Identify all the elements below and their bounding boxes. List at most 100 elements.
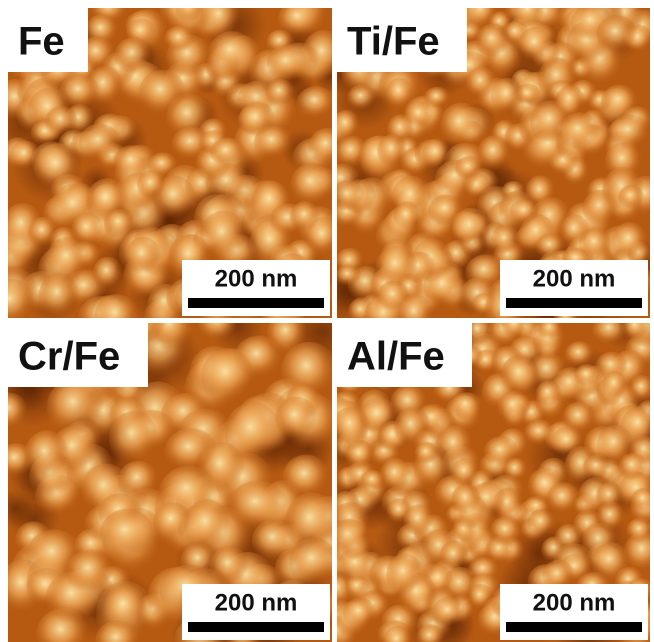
afm-grain: [476, 23, 511, 59]
afm-grain: [225, 402, 282, 464]
afm-grain: [267, 44, 309, 83]
afm-grain: [343, 598, 377, 629]
afm-grain: [597, 15, 638, 54]
afm-grain: [484, 436, 519, 469]
afm-grain: [164, 26, 196, 53]
afm-grain: [45, 106, 78, 137]
afm-grain: [24, 430, 69, 481]
afm-grain: [296, 86, 336, 120]
panel-label: Fe: [18, 20, 65, 64]
afm-grain: [451, 458, 479, 488]
afm-figure: Fe 200 nm Ti/Fe 200 nm Cr/Fe 200 nm Al/Fe 200 n…: [0, 0, 654, 642]
afm-grain: [291, 163, 334, 207]
afm-grain: [201, 348, 254, 406]
afm-grain: [440, 103, 482, 148]
afm-grain: [39, 273, 80, 320]
afm-grain: [332, 180, 366, 213]
scale-bar: [506, 622, 642, 632]
afm-grain: [501, 355, 539, 397]
afm-grain: [618, 185, 644, 210]
scale-label: 200 nm: [533, 589, 616, 616]
afm-grain: [380, 458, 412, 493]
afm-grain: [424, 87, 450, 109]
afm-grain: [455, 156, 482, 180]
afm-grain: [592, 315, 628, 347]
scale-bar: [188, 622, 324, 632]
afm-grain: [555, 85, 584, 116]
afm-grain: [547, 482, 581, 515]
afm-grain: [386, 78, 413, 109]
afm-grain: [275, 397, 317, 441]
afm-grain: [210, 138, 244, 166]
scale-bar: [188, 298, 324, 308]
afm-panel: Fe 200 nm: [0, 0, 348, 342]
afm-grain: [609, 115, 650, 151]
afm-grain: [290, 201, 321, 234]
afm-panel: Cr/Fe 200 nm: [0, 294, 361, 642]
afm-grain: [100, 509, 154, 560]
afm-grain: [596, 482, 623, 512]
afm-grain: [574, 364, 600, 387]
afm-grain: [376, 246, 419, 289]
afm-grain: [115, 37, 153, 75]
afm-grain: [451, 392, 483, 420]
afm-grain: [536, 380, 562, 408]
afm-grain: [184, 499, 231, 552]
afm-grain: [165, 428, 217, 474]
afm-panel: Al/Fe 200 nm: [316, 296, 654, 642]
afm-grain: [137, 170, 166, 200]
scale-label: 200 nm: [215, 265, 298, 292]
afm-grain: [360, 470, 386, 492]
afm-grain: [283, 455, 330, 501]
afm-grain: [477, 135, 511, 172]
afm-grain: [519, 27, 553, 64]
afm-grain: [432, 597, 466, 629]
afm-grain: [536, 233, 566, 259]
afm-grain: [497, 391, 531, 424]
afm-grain: [104, 209, 135, 239]
afm-grain: [104, 584, 147, 632]
afm-grain: [335, 265, 361, 287]
afm-grain: [377, 134, 408, 168]
afm-grain: [527, 509, 556, 537]
afm-grain: [28, 217, 58, 248]
afm-grain: [394, 407, 430, 448]
afm-grain: [267, 312, 307, 357]
afm-grain: [538, 317, 562, 341]
afm-grain: [468, 584, 493, 611]
afm-grain: [602, 371, 627, 399]
afm-grain: [491, 78, 524, 115]
afm-grain: [551, 427, 585, 457]
afm-grain: [597, 424, 634, 466]
afm-grain: [93, 257, 123, 291]
afm-grain: [71, 212, 104, 247]
afm-grain: [386, 554, 423, 596]
afm-grain: [125, 237, 161, 276]
afm-grain: [330, 519, 370, 555]
scale-label: 200 nm: [533, 265, 616, 292]
scale-label: 200 nm: [215, 589, 298, 616]
afm-grain: [66, 550, 114, 594]
afm-grain: [510, 199, 540, 225]
afm-grain: [565, 341, 595, 368]
afm-grain: [560, 214, 590, 248]
panel-label: Ti/Fe: [347, 20, 440, 64]
afm-grain: [332, 407, 371, 446]
afm-grain: [79, 123, 121, 163]
afm-grain: [451, 484, 481, 516]
afm-grain: [289, 538, 338, 588]
scale-bar: [506, 298, 642, 308]
afm-grain: [209, 31, 256, 76]
afm-grain: [490, 516, 523, 547]
afm-grain: [452, 208, 490, 249]
afm-grain: [265, 79, 295, 107]
afm-grain: [34, 143, 81, 192]
afm-grain: [228, 481, 288, 532]
afm-grain: [332, 110, 359, 141]
afm-grain: [393, 201, 420, 231]
afm-grain: [524, 420, 556, 447]
panel-label: Cr/Fe: [18, 335, 120, 379]
afm-grain: [559, 112, 600, 152]
panel-label: Al/Fe: [347, 335, 445, 379]
afm-grain: [239, 102, 275, 138]
